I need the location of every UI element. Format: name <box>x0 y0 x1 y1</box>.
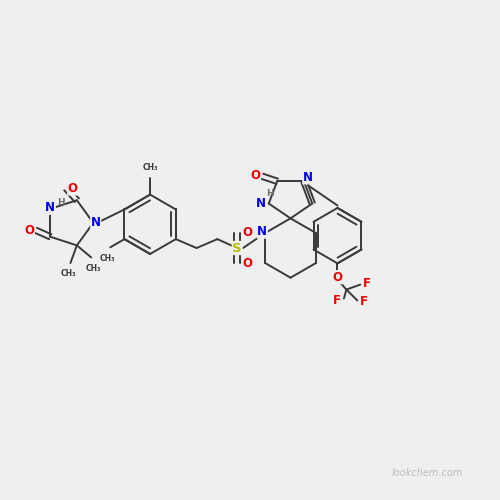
Text: N: N <box>46 202 56 214</box>
Text: CH₃: CH₃ <box>142 163 158 172</box>
Text: S: S <box>232 242 242 254</box>
Text: F: F <box>333 294 341 308</box>
Text: O: O <box>242 226 252 238</box>
Text: H: H <box>57 198 64 207</box>
Text: O: O <box>242 258 252 270</box>
Text: F: F <box>363 276 371 289</box>
Text: H: H <box>266 188 274 198</box>
Text: F: F <box>360 295 368 308</box>
Text: CH₃: CH₃ <box>86 264 101 273</box>
Text: O: O <box>68 182 78 195</box>
Text: CH₃: CH₃ <box>60 270 76 278</box>
Text: N: N <box>258 225 268 238</box>
Text: N: N <box>90 216 101 230</box>
Text: lookchem.com: lookchem.com <box>391 468 462 478</box>
Text: O: O <box>332 270 342 283</box>
Text: N: N <box>303 171 313 184</box>
Text: N: N <box>256 197 266 210</box>
Text: O: O <box>24 224 34 237</box>
Text: O: O <box>250 169 260 182</box>
Text: CH₃: CH₃ <box>100 254 116 262</box>
